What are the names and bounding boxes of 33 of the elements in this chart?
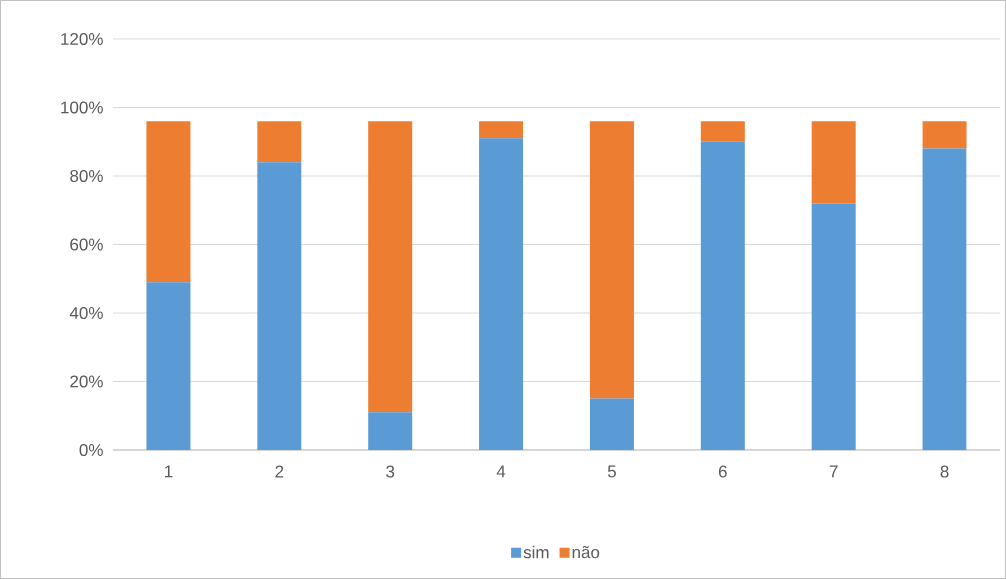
bar <box>368 412 413 450</box>
x-tick-label: 4 <box>496 465 506 478</box>
bar <box>257 162 302 450</box>
bar <box>922 121 967 149</box>
x-tick-label: 7 <box>829 465 838 478</box>
x-tick-label: 2 <box>275 465 284 478</box>
y-tick-label: 120% <box>61 32 103 46</box>
y-tick-label: 40% <box>69 306 103 320</box>
x-tick-label: 5 <box>607 465 616 478</box>
bar <box>811 121 856 204</box>
legend-label: sim <box>523 545 549 559</box>
x-tick-label: 3 <box>386 465 395 478</box>
bar <box>811 203 856 450</box>
bar <box>146 121 191 283</box>
legend-label: não <box>572 545 600 559</box>
y-tick-label: 100% <box>61 101 103 114</box>
bar <box>922 148 967 450</box>
x-tick-label: 8 <box>940 465 949 478</box>
bar <box>146 282 191 450</box>
y-tick-label: 20% <box>70 375 103 388</box>
x-tick-label: 1 <box>165 465 173 478</box>
bar <box>368 121 413 413</box>
bar <box>700 141 745 450</box>
bar <box>589 121 634 399</box>
y-tick-label: 60% <box>70 238 103 251</box>
x-tick-label: 6 <box>718 465 727 478</box>
bar <box>700 121 745 142</box>
y-tick-label: 0% <box>79 443 103 457</box>
bar <box>589 398 634 450</box>
bar <box>479 138 524 450</box>
bar <box>257 121 302 163</box>
y-tick-label: 80% <box>70 169 103 183</box>
bar <box>479 121 524 139</box>
